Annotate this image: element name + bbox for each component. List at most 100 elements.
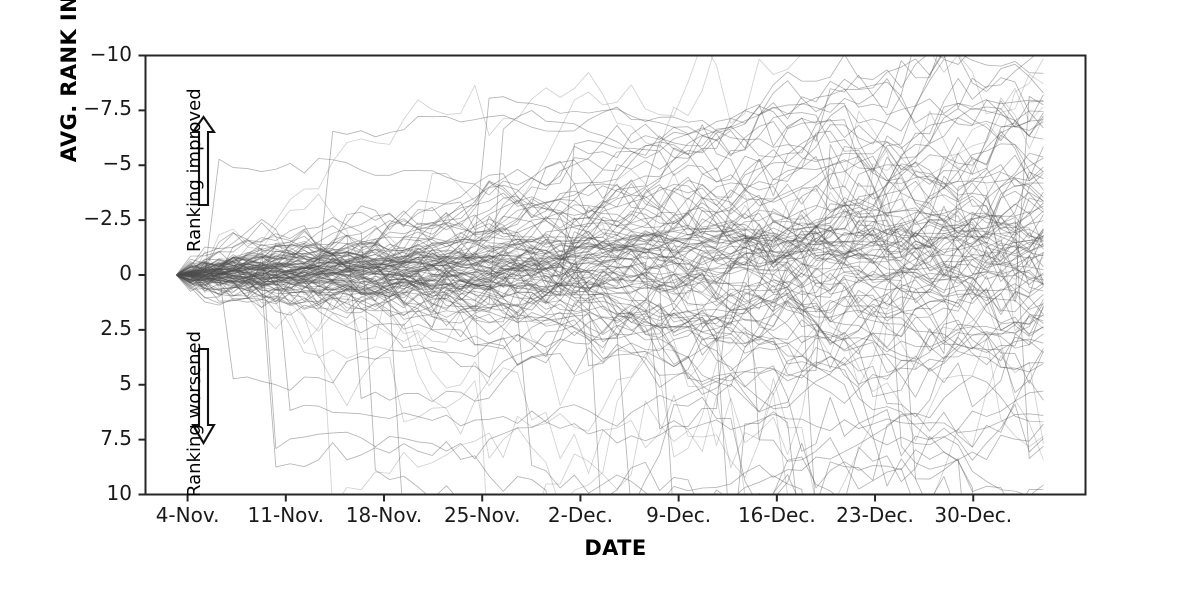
series-line [176, 159, 1044, 285]
axis-ticks [138, 54, 975, 502]
series-line [176, 55, 802, 276]
series-line [176, 216, 803, 495]
series-line [176, 73, 1044, 329]
y-tick-label: −10 [89, 41, 132, 66]
series-line [176, 198, 1044, 281]
series-line [176, 210, 1044, 378]
series-line [176, 183, 1044, 306]
series-line [176, 223, 1044, 282]
series-line [176, 178, 1044, 300]
series-line [176, 179, 1044, 360]
series-line [176, 150, 1044, 276]
series-line [176, 262, 789, 495]
series-line [176, 183, 1044, 304]
y-tick-label: 5 [119, 370, 132, 395]
series-line [176, 55, 967, 289]
x-axis-label: DATE [584, 536, 647, 560]
series-line [176, 236, 1044, 370]
series-line [176, 250, 1044, 372]
series-line [176, 144, 1044, 382]
series-line [176, 110, 1044, 495]
series-line [176, 55, 1044, 276]
x-tick-label: 16-Dec. [737, 503, 816, 527]
series-line [176, 254, 1044, 433]
down-arrow-icon [191, 347, 216, 446]
series-line [176, 110, 1044, 311]
annotation-ranking-worsened: Ranking worsened [184, 330, 205, 497]
series-line [176, 269, 1044, 373]
series-line [176, 171, 1044, 334]
series-line [176, 269, 1044, 495]
series-line [176, 265, 1044, 446]
series-line [176, 264, 1044, 367]
series-line [176, 228, 1044, 294]
series-line [176, 190, 1044, 311]
series-line [176, 96, 1044, 276]
series-line [176, 191, 1044, 289]
annotation-ranking-improved: Ranking improved [184, 88, 205, 252]
series-line [176, 261, 1044, 495]
series-line [176, 74, 1044, 276]
y-tick-label: 10 [106, 480, 132, 505]
series-line [176, 108, 1044, 307]
series-line [176, 146, 1044, 328]
series-line [176, 55, 1036, 358]
series-line [176, 232, 1044, 324]
series-line [176, 255, 1044, 291]
series-line [176, 222, 1044, 279]
series-line [176, 241, 1044, 281]
series-line [176, 224, 1044, 277]
y-tick-label: −5 [102, 151, 132, 176]
series-line [176, 159, 951, 495]
series-line [176, 233, 1044, 350]
x-tick-label: 9-Dec. [646, 503, 712, 527]
series-line [176, 100, 1044, 310]
y-tick-label: 7.5 [100, 425, 132, 450]
series-line [176, 252, 1044, 374]
series-line [176, 232, 1044, 314]
series-line [176, 228, 1044, 384]
series-line [176, 134, 1044, 310]
x-tick-label: 25-Nov. [443, 503, 521, 527]
y-tick-label: 0 [119, 261, 132, 285]
x-tick-label: 18-Nov. [345, 503, 423, 527]
series-line [176, 250, 1044, 357]
series-line [176, 55, 1044, 286]
y-tick-label: −7.5 [83, 96, 132, 121]
up-arrow-icon [190, 115, 217, 207]
series-line [176, 262, 1044, 371]
series-line [176, 106, 1044, 276]
series-line [176, 225, 1044, 495]
series-line [176, 234, 1044, 470]
series-line [176, 247, 1044, 308]
series-line [176, 168, 1044, 387]
series-line [176, 262, 797, 495]
series-line [176, 253, 1044, 297]
series-line [176, 143, 1044, 327]
series-line [176, 260, 1044, 495]
x-tick-label: 23-Dec. [836, 503, 914, 527]
series-line [176, 258, 924, 495]
series-line [176, 100, 1044, 279]
series-line [176, 254, 1044, 300]
series-line [176, 171, 1044, 295]
series-line [176, 107, 1044, 277]
x-tick-label: 2-Dec. [547, 503, 613, 527]
series-line [176, 230, 1044, 336]
series-line [176, 173, 1044, 391]
series-line [176, 234, 1044, 295]
series-line [176, 246, 1044, 413]
series-line [176, 208, 1044, 459]
series-line [176, 121, 1044, 289]
series-line [176, 229, 974, 495]
x-tick-label: 11-Nov. [247, 503, 325, 527]
series-line [176, 274, 1044, 351]
series-line [176, 210, 1044, 282]
series-line [176, 95, 1044, 318]
series-line [176, 195, 1044, 313]
series-line [176, 224, 1044, 277]
series-line [176, 211, 1044, 302]
series-line [176, 203, 1044, 336]
series-line [176, 202, 1044, 367]
